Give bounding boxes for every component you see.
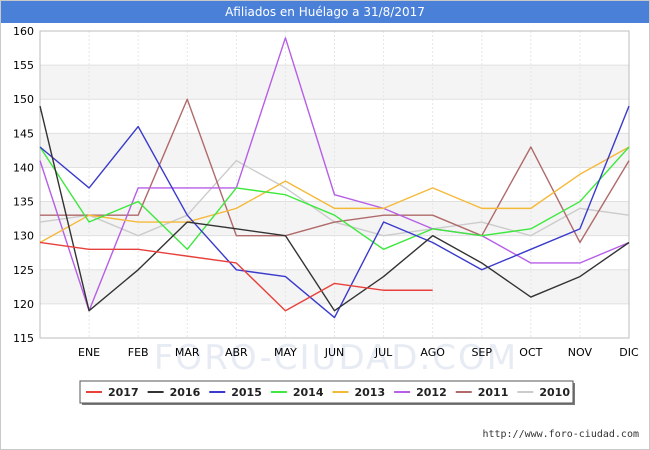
legend-box [79,380,574,404]
series-line-2013 [39,146,630,244]
y-tick-label: 145 [13,127,34,140]
series-line-2015 [39,105,630,319]
plot-band [40,269,629,304]
plot-band [40,65,629,100]
legend-label-2012: 2012 [416,386,447,399]
y-tick-label: 115 [13,332,34,345]
x-tick-label: NOV [568,346,593,359]
plot-border [39,30,630,339]
x-tick-label: SEP [471,346,492,359]
x-tick-label: ABR [225,346,248,359]
y-tick-label: 135 [13,196,34,209]
y-tick-label: 130 [13,230,34,243]
x-tick-label: JUN [324,346,345,359]
series-lines [39,37,630,319]
x-tick-label: JUL [374,346,393,359]
x-tick-label: MAR [175,346,200,359]
x-tick-label: DIC [619,346,639,359]
y-tick-label: 140 [13,161,34,174]
series-line-2016 [39,105,630,312]
x-axis-ticks: ENE FEB MAR ABR MAY JUN JUL AGO SEP OCT NOV DIC [78,346,639,359]
y-tick-label: 125 [13,264,34,277]
x-tick-label: AGO [420,346,445,359]
legend-label-2010: 2010 [539,386,570,399]
series-line-2017 [39,241,433,312]
x-tick-label: ENE [78,346,100,359]
legend-label-2013: 2013 [355,386,386,399]
legend-label-2017: 2017 [108,386,139,399]
chart-title: Afiliados en Huélago a 31/8/2017 [1,1,649,23]
series-line-2011 [40,98,630,244]
legend: 2017 2016 2015 2014 2013 2012 2011 2010 [79,380,575,405]
x-tick-label: MAY [274,346,297,359]
legend-label-2014: 2014 [293,386,324,399]
legend-label-2015: 2015 [231,386,262,399]
series-line-2012 [39,37,630,312]
watermark: FORO-CIUDAD.COM [154,338,518,378]
y-tick-label: 160 [13,25,34,38]
y-axis-ticks: 115 120 125 130 135 140 145 150 155 160 [13,25,34,345]
x-tick-label: FEB [128,346,149,359]
y-tick-label: 155 [13,59,34,72]
y-tick-label: 120 [13,298,34,311]
x-tick-label: OCT [519,346,542,359]
plot-axes [39,30,630,339]
legend-label-2016: 2016 [170,386,201,399]
legend-label-2011: 2011 [478,386,509,399]
series-line-2014 [39,146,630,251]
footer-url[interactable]: http://www.foro-ciudad.com [482,429,639,440]
y-tick-label: 150 [13,93,34,106]
